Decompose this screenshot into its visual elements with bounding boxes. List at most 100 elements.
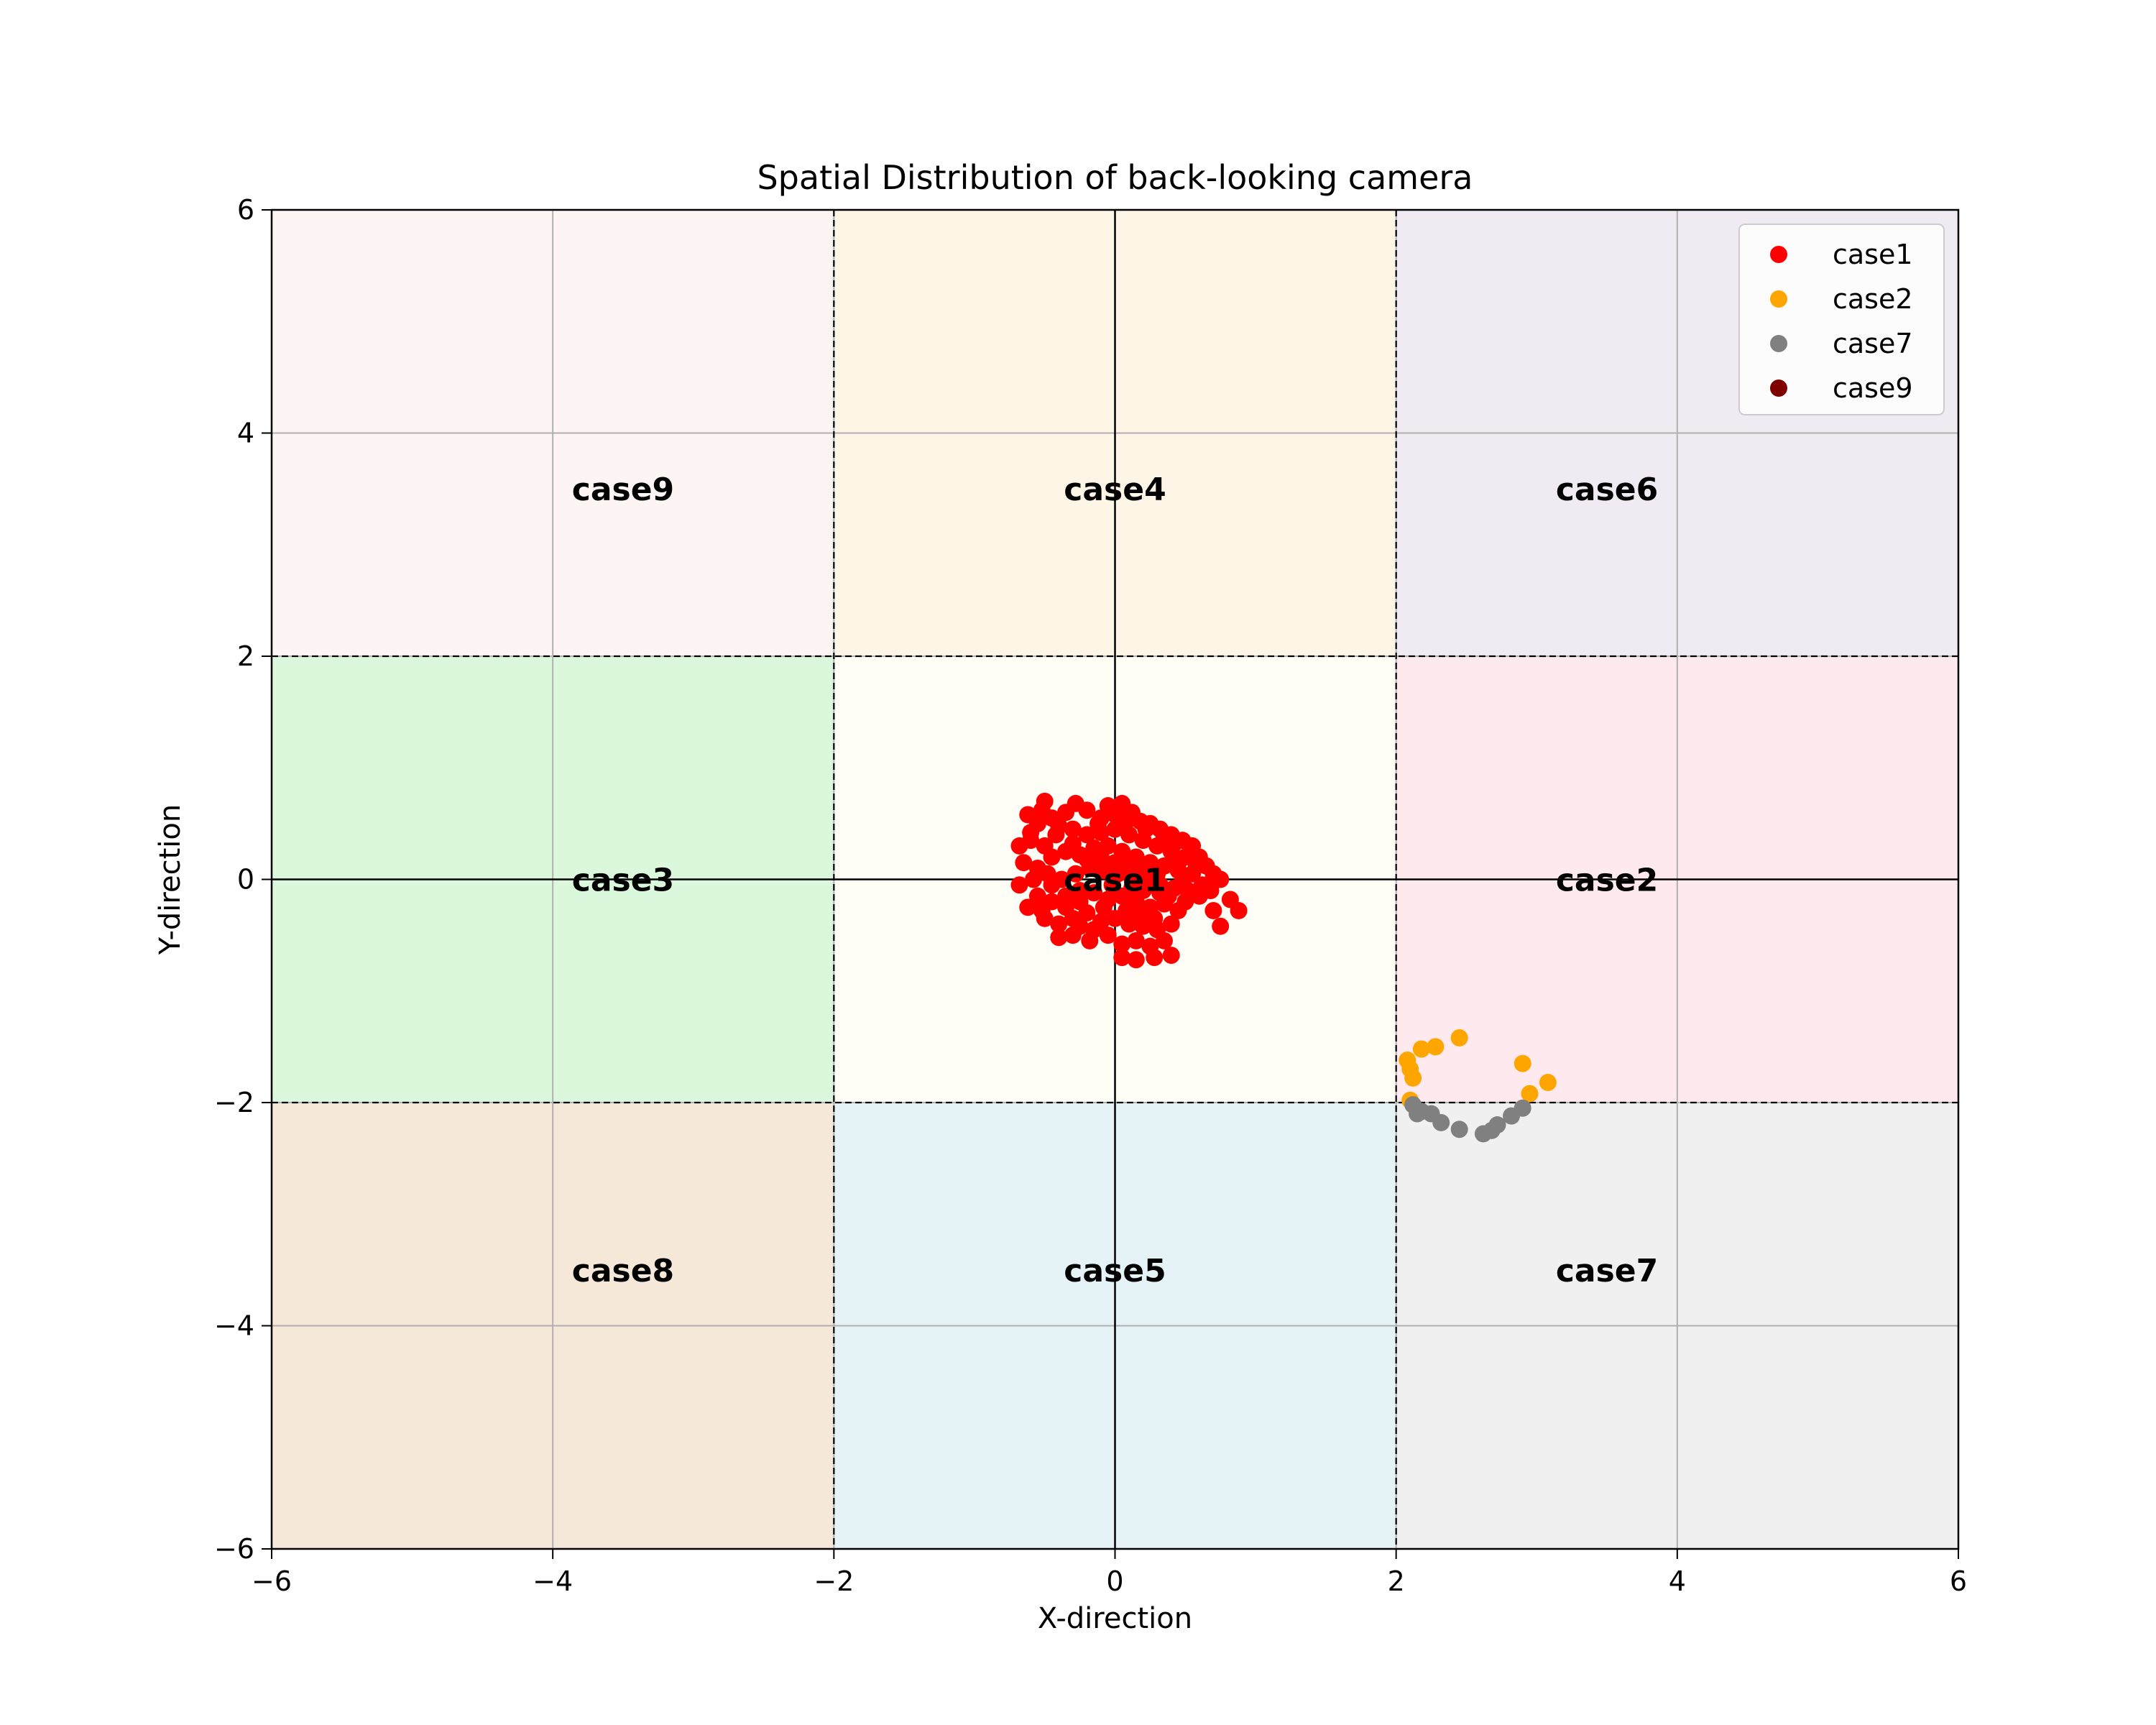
point-case1 [1187, 857, 1205, 875]
region-labels: case9 case4 case6 case3 case1 case2 case8 case5… [572, 472, 1659, 1289]
point-case1 [1212, 870, 1230, 888]
point-case1 [1120, 826, 1138, 844]
legend-label-case9: case9 [1833, 372, 1913, 404]
point-case2 [1412, 1040, 1430, 1058]
point-case7 [1409, 1105, 1427, 1123]
point-case1 [1118, 901, 1135, 919]
x-tick-label: −2 [814, 1565, 854, 1597]
point-case1 [1028, 887, 1046, 905]
point-case1 [1022, 824, 1040, 842]
point-case2 [1539, 1074, 1557, 1092]
region-label-case7: case7 [1556, 1253, 1658, 1289]
point-case1 [1204, 901, 1222, 919]
y-tick-label: −2 [214, 1087, 254, 1118]
point-case1 [1078, 850, 1096, 868]
point-case1 [1134, 862, 1152, 880]
point-case7 [1432, 1113, 1450, 1131]
point-case1 [1043, 848, 1061, 866]
y-tick-label: −6 [214, 1533, 254, 1565]
point-case1 [1033, 901, 1051, 919]
point-case1 [1071, 893, 1089, 911]
point-case1 [1033, 801, 1051, 819]
point-case1 [1113, 949, 1131, 967]
point-case1 [1155, 932, 1173, 949]
point-case1 [1165, 834, 1183, 852]
point-case1 [1212, 917, 1230, 935]
legend-marker-case9 [1770, 380, 1787, 397]
point-case1 [1134, 882, 1152, 900]
region-label-case4: case4 [1064, 472, 1166, 508]
y-tick-label: −4 [214, 1310, 254, 1342]
legend-label-case1: case1 [1833, 239, 1913, 270]
point-case2 [1521, 1085, 1539, 1103]
point-case1 [1127, 932, 1145, 949]
region-label-case9: case9 [572, 472, 674, 508]
point-case7 [1514, 1099, 1531, 1117]
point-case1 [1151, 884, 1169, 902]
x-tick-label: −4 [533, 1565, 573, 1597]
y-tick-label: 2 [237, 640, 254, 672]
point-case1 [1148, 865, 1166, 883]
point-case2 [1404, 1069, 1422, 1087]
point-case2 [1514, 1054, 1531, 1072]
legend-box [1738, 224, 1945, 415]
point-case1 [1050, 929, 1068, 947]
y-tick-label: 0 [237, 864, 254, 896]
point-case1 [1078, 826, 1096, 844]
point-case1 [1071, 917, 1089, 935]
point-case1 [1099, 926, 1117, 944]
legend: case1 case2 case7 case9 [1738, 224, 1945, 415]
point-case1 [1106, 854, 1124, 872]
legend-label-case2: case2 [1833, 283, 1913, 315]
axis-ticks: −6 −4 −2 0 2 4 6 −6 −4 −2 0 2 4 6 [214, 194, 1967, 1597]
point-case2 [1427, 1038, 1445, 1056]
point-case1 [1162, 947, 1180, 965]
region-label-case3: case3 [572, 862, 674, 899]
point-case1 [1019, 898, 1037, 916]
point-case1 [1050, 915, 1068, 933]
point-case1 [1137, 820, 1155, 838]
region-label-case2: case2 [1556, 862, 1658, 899]
point-case1 [1120, 857, 1138, 875]
point-case1 [1089, 814, 1107, 832]
x-axis-label: X-direction [1038, 1602, 1192, 1635]
point-case1 [1176, 893, 1194, 911]
y-axis-label: Y-direction [154, 804, 187, 955]
region-label-case5: case5 [1064, 1253, 1166, 1289]
point-case7 [1450, 1121, 1468, 1138]
region-label-case8: case8 [572, 1253, 674, 1289]
scatter-points [1010, 792, 1557, 1143]
point-case1 [1169, 854, 1187, 872]
point-case1 [1078, 801, 1096, 819]
point-case1 [1085, 884, 1103, 902]
point-case1 [1064, 834, 1082, 852]
point-case1 [1127, 951, 1145, 969]
region-label-case1: case1 [1064, 862, 1166, 899]
legend-marker-case1 [1770, 246, 1787, 263]
point-case1 [1162, 915, 1180, 933]
y-tick-label: 4 [237, 418, 254, 449]
point-case1 [1064, 820, 1082, 838]
point-case1 [1202, 882, 1220, 900]
point-case1 [1118, 812, 1135, 830]
point-case1 [1174, 873, 1192, 891]
x-tick-label: 4 [1669, 1565, 1686, 1597]
point-case1 [1113, 935, 1131, 953]
point-case2 [1450, 1029, 1468, 1046]
point-case1 [1057, 898, 1075, 916]
point-case1 [1025, 870, 1043, 888]
x-tick-label: −6 [252, 1565, 292, 1597]
point-case1 [1146, 949, 1164, 967]
chart-title: Spatial Distribution of back-looking cam… [757, 158, 1473, 197]
point-case1 [1085, 921, 1103, 939]
legend-marker-case2 [1770, 290, 1787, 308]
x-tick-label: 0 [1106, 1565, 1123, 1597]
legend-marker-case7 [1770, 335, 1787, 352]
point-case1 [1095, 898, 1112, 916]
legend-label-case7: case7 [1833, 328, 1913, 359]
point-case7 [1488, 1116, 1506, 1134]
region-label-case6: case6 [1556, 472, 1658, 508]
point-case1 [1230, 901, 1248, 919]
